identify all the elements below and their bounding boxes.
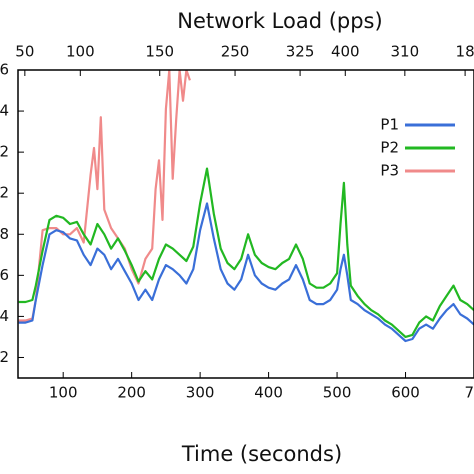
top-tick-label: 50 [15, 43, 34, 61]
top-tick-label: 18 [456, 43, 474, 61]
top-tick-label: 310 [391, 43, 420, 61]
top-axis-title: Network Load (pps) [177, 9, 382, 33]
y-tick-label: 8 [0, 225, 9, 243]
plot-area [18, 70, 474, 343]
x-tick-label: 400 [254, 384, 283, 402]
y-tick-label: 6 [0, 266, 9, 284]
plot-frame [17, 69, 474, 379]
y-tick-label: 2 [0, 348, 9, 366]
x-tick-label: 200 [117, 384, 146, 402]
y-tick-label: 4 [0, 307, 9, 325]
top-tick-label: 400 [331, 43, 360, 61]
top-tick-label: 150 [145, 43, 174, 61]
x-tick-label: 600 [391, 384, 420, 402]
x-tick-label: 300 [186, 384, 215, 402]
legend-label: P1 [380, 116, 399, 134]
y-tick-label: 4 [0, 102, 9, 120]
x-tick-label: 100 [49, 384, 78, 402]
series-line [18, 202, 474, 343]
top-tick-label: 100 [66, 43, 95, 61]
legend-label: P3 [380, 162, 399, 180]
y-tick-label: 2 [0, 143, 9, 161]
x-tick-label: 70 [464, 384, 474, 402]
top-tick-label: 250 [221, 43, 250, 61]
y-tick-label: 6 [0, 61, 9, 79]
series-line [18, 167, 474, 338]
x-tick-label: 500 [323, 384, 352, 402]
legend-label: P2 [380, 139, 399, 157]
series-line [18, 70, 191, 322]
x-axis-title: Time (seconds) [181, 442, 342, 466]
y-tick-label: 2 [0, 184, 9, 202]
top-tick-label: 325 [286, 43, 315, 61]
